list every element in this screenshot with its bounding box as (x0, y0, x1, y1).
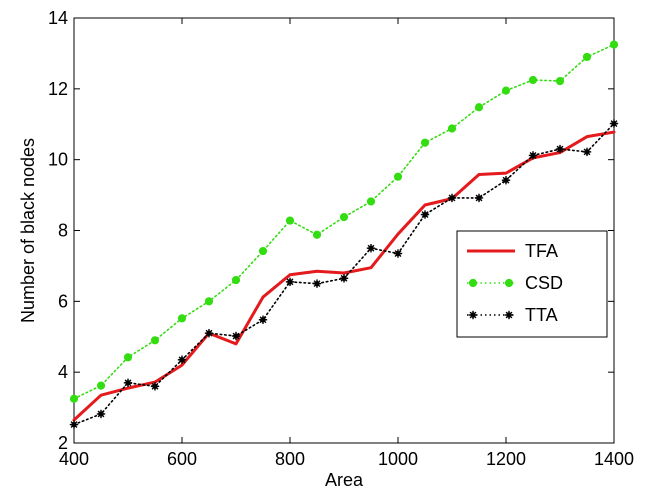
y-axis-label: Number of black nodes (18, 138, 38, 323)
data-point-csd (420, 138, 430, 147)
data-point-csd (501, 86, 511, 95)
legend-box (456, 230, 608, 338)
legend-item-csd: CSD (467, 273, 563, 293)
data-point-tta (582, 147, 592, 157)
y-tick-label: 8 (58, 221, 68, 241)
data-point-tta (258, 315, 268, 324)
x-tick-label: 400 (59, 449, 89, 469)
data-point-csd (339, 212, 349, 222)
y-tick-label: 4 (58, 362, 68, 382)
legend-marker-tta (504, 310, 514, 320)
axis-ticks (73, 17, 615, 444)
data-point-csd (150, 336, 160, 345)
data-point-tta (474, 193, 484, 203)
y-tick-label: 2 (58, 433, 68, 453)
data-point-csd (447, 124, 457, 133)
data-point-csd (177, 314, 187, 323)
y-tick-label: 12 (48, 79, 68, 99)
data-point-tta (555, 144, 565, 154)
x-tick-label: 1000 (378, 449, 418, 469)
data-point-tta (420, 210, 430, 219)
data-point-tta (204, 329, 214, 338)
legend-label-tta: TTA (525, 305, 558, 325)
series-markers (69, 40, 619, 429)
data-point-csd (609, 40, 619, 49)
data-point-csd (474, 103, 484, 112)
x-axis-label: Area (325, 470, 364, 490)
data-point-tta (339, 274, 349, 283)
data-point-tta (123, 378, 133, 387)
y-tick-label: 14 (48, 8, 68, 28)
legend-item-tfa: TFA (467, 241, 558, 261)
data-point-csd (582, 52, 592, 62)
legend-marker-csd (468, 278, 478, 288)
series-line-csd (73, 43, 615, 400)
data-point-csd (366, 197, 376, 206)
data-point-csd (69, 394, 79, 403)
data-point-tta (501, 176, 511, 185)
data-point-csd (123, 353, 133, 362)
data-point-csd (231, 275, 241, 285)
data-point-tta (528, 151, 538, 160)
data-point-tta (447, 193, 457, 203)
x-tick-label: 1400 (594, 449, 634, 469)
legend-marker-csd (504, 278, 514, 288)
data-point-csd (312, 230, 322, 239)
x-tick-label: 600 (167, 449, 197, 469)
data-point-tta (177, 355, 187, 364)
data-point-csd (96, 381, 106, 390)
data-point-csd (204, 297, 214, 306)
data-point-tta (393, 249, 403, 258)
legend-label-csd: CSD (525, 273, 563, 293)
legend-item-tta: TTA (467, 305, 558, 325)
data-point-csd (258, 246, 268, 256)
data-point-csd (555, 76, 565, 86)
data-point-tta (366, 244, 376, 253)
data-point-tta (285, 277, 295, 287)
data-point-tta (69, 420, 79, 429)
x-tick-label: 800 (275, 449, 305, 469)
y-tick-label: 6 (58, 291, 68, 311)
legend: TFA CSD TTA (456, 230, 608, 338)
data-point-csd (285, 216, 295, 225)
x-tick-label: 1200 (486, 449, 526, 469)
data-point-tta (609, 119, 619, 128)
data-point-csd (528, 75, 538, 85)
data-point-tta (312, 279, 322, 288)
data-point-csd (393, 172, 403, 181)
y-tick-label: 10 (48, 150, 68, 170)
data-point-tta (96, 409, 106, 419)
legend-label-tfa: TFA (525, 241, 558, 261)
legend-marker-tta (468, 310, 478, 320)
tick-labels: 400 600 800 1000 1200 1400 2 4 6 8 10 12 14 (48, 8, 634, 469)
data-point-tta (150, 382, 160, 391)
data-point-tta (231, 331, 241, 341)
